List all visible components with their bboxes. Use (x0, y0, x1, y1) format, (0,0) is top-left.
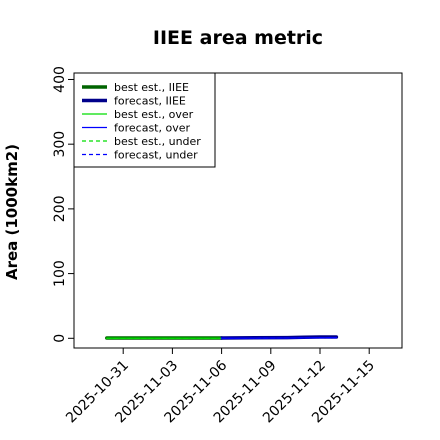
y-axis-label: Area (1000km2) (3, 144, 21, 280)
legend-label: forecast, IIEE (114, 95, 186, 108)
legend-label: forecast, under (114, 149, 198, 162)
plot-area (73, 72, 403, 349)
legend-label: best est., under (114, 135, 201, 148)
y-tick-label: 300 (52, 131, 68, 158)
y-axis: 0 100 200 300 400 (52, 66, 74, 343)
y-tick-label: 200 (52, 196, 68, 223)
series-layer (105, 335, 339, 340)
legend-label: forecast, over (114, 122, 190, 135)
y-tick-label: 0 (52, 334, 68, 343)
chart-title: IIEE area metric (153, 27, 323, 49)
y-tick-label: 100 (52, 260, 68, 287)
legend-label: best est., IIEE (114, 81, 189, 94)
y-tick-label: 400 (52, 66, 68, 93)
x-axis: 2025-10-312025-11-032025-11-062025-11-09… (63, 348, 378, 426)
legend-label: best est., over (114, 108, 194, 121)
